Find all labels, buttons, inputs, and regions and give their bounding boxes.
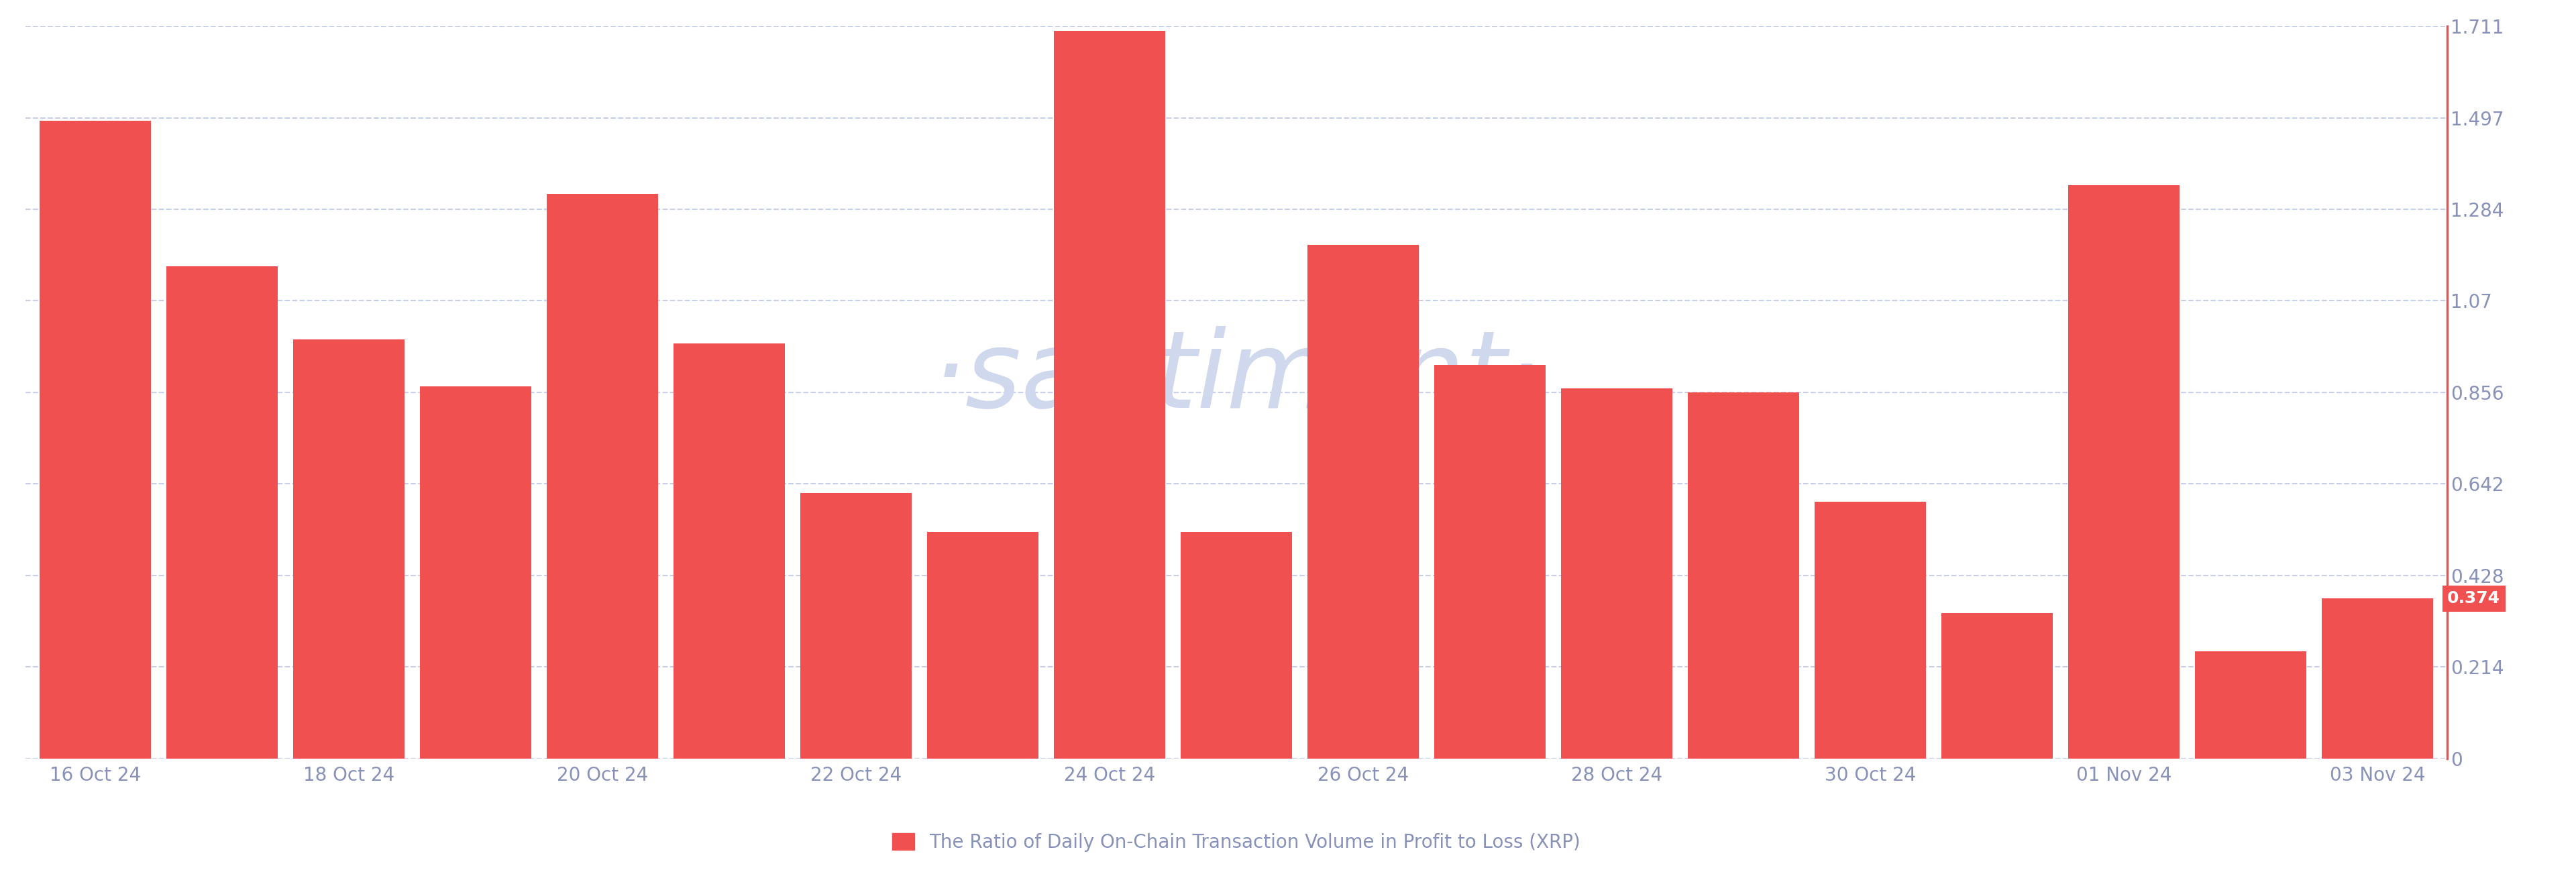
Bar <box>1435 364 1546 759</box>
Bar <box>167 266 278 759</box>
Bar <box>1814 501 1927 759</box>
Bar <box>420 386 531 759</box>
Bar <box>672 344 786 759</box>
Bar <box>546 194 659 759</box>
Bar <box>294 339 404 759</box>
Legend: The Ratio of Daily On-Chain Transaction Volume in Profit to Loss (XRP): The Ratio of Daily On-Chain Transaction … <box>884 826 1589 859</box>
Bar <box>1309 245 1419 759</box>
Bar <box>1942 613 2053 759</box>
Bar <box>801 494 912 759</box>
Bar <box>39 120 152 759</box>
Bar <box>1687 392 1801 759</box>
Bar <box>2321 598 2434 759</box>
Bar <box>927 532 1038 759</box>
Bar <box>1054 31 1164 759</box>
Bar <box>2195 651 2306 759</box>
Text: ·santiment·: ·santiment· <box>933 326 1540 430</box>
Bar <box>2069 185 2179 759</box>
Bar <box>1561 388 1672 759</box>
Bar <box>1180 532 1293 759</box>
Text: 0.374: 0.374 <box>2447 590 2501 607</box>
